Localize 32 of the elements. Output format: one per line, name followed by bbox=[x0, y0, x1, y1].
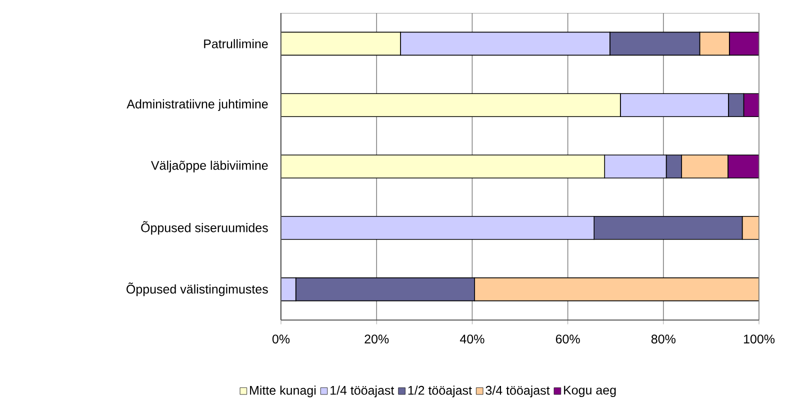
bar bbox=[281, 154, 606, 178]
bar bbox=[281, 93, 621, 117]
y-tick-label: Õppused välistingimustes bbox=[126, 282, 268, 296]
bar bbox=[681, 154, 728, 178]
x-tick-label: 40% bbox=[460, 334, 484, 344]
bar bbox=[620, 93, 729, 117]
bar bbox=[666, 154, 682, 178]
bar bbox=[281, 216, 594, 240]
y-tick-label: Õppused siseruumides bbox=[141, 221, 268, 235]
legend-label: Mitte kunagi bbox=[250, 386, 316, 398]
bar bbox=[474, 277, 760, 302]
x-tick-label: 100% bbox=[744, 334, 775, 344]
legend-label: 1/2 tööajast bbox=[408, 386, 472, 398]
bar bbox=[281, 32, 401, 56]
y-tick-label: Administratiivne juhtimine bbox=[126, 99, 268, 111]
bar bbox=[699, 32, 730, 56]
y-tick-label: Patrullimine bbox=[204, 39, 268, 48]
bar bbox=[281, 277, 296, 302]
bar bbox=[604, 154, 667, 178]
x-tick-label: 80% bbox=[651, 334, 676, 344]
legend-label: 3/4 tööajast bbox=[486, 386, 550, 398]
bar bbox=[728, 154, 760, 178]
legend-label: 1/4 tööajast bbox=[330, 386, 394, 398]
y-tick-label: Väljaõppe läbiviimine bbox=[151, 160, 268, 172]
x-tick-label: 0% bbox=[272, 334, 290, 344]
bar bbox=[728, 32, 760, 56]
bar bbox=[743, 93, 760, 117]
bar bbox=[400, 32, 610, 56]
legend-label: Kogu aeg bbox=[564, 386, 616, 398]
bar bbox=[742, 216, 760, 240]
x-tick-label: 60% bbox=[556, 334, 580, 344]
x-tick-label: 20% bbox=[364, 334, 389, 344]
